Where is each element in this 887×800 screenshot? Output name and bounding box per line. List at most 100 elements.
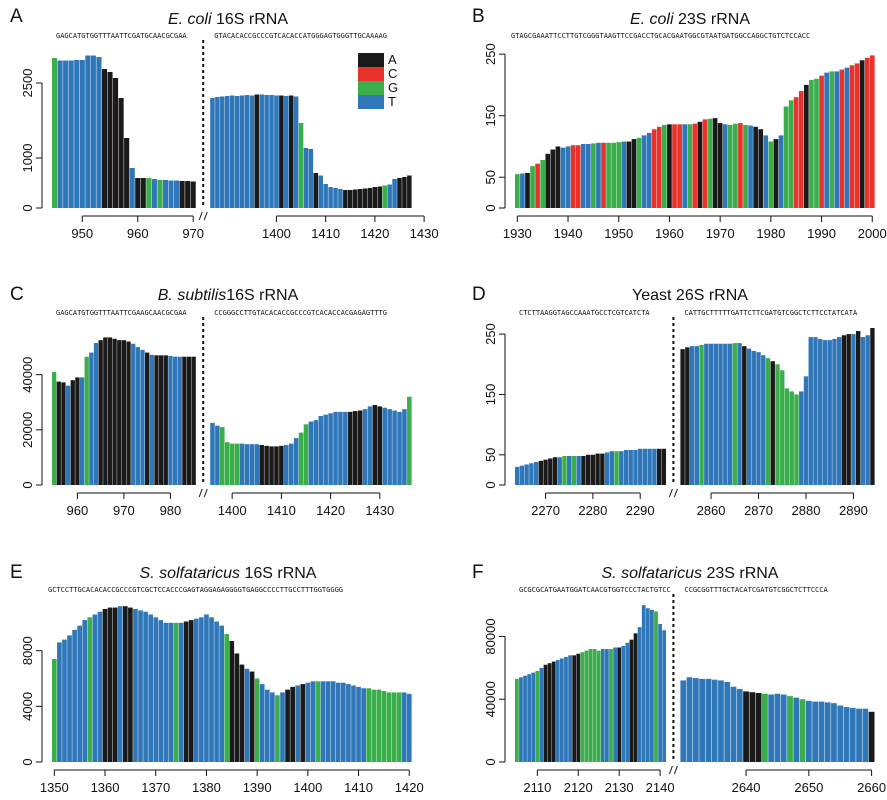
bar (829, 71, 835, 208)
bar (580, 652, 585, 762)
bar (284, 96, 289, 208)
x-tick-label: 1430 (365, 503, 394, 518)
bar (149, 354, 154, 485)
sequence-label: GTACACACCGCCCGTCACACCATGGGAGTGGGTTGCAAAA… (214, 32, 387, 40)
bar (193, 618, 199, 762)
y-tick-label: 4000 (20, 692, 35, 721)
bar-series: 1930 1940 1950 1960 1970 1980 1990 2000 (503, 55, 887, 241)
bar (318, 175, 324, 208)
bar (606, 142, 611, 208)
x-tick-label: 1410 (344, 780, 373, 795)
bar (736, 689, 743, 762)
x-tick-label: 2880 (792, 503, 821, 518)
bar (333, 188, 338, 208)
bar (662, 630, 667, 762)
sequence-label: GCTCCTTGCACACACCGCCCGTCGCTCCACCCGAGTAGGA… (48, 586, 343, 594)
bar (178, 622, 184, 762)
x-tick-label: 2870 (744, 503, 773, 518)
bar (697, 121, 703, 208)
bar (686, 677, 693, 762)
bar (381, 691, 387, 762)
bar (406, 693, 412, 762)
bar (254, 678, 260, 762)
bar (846, 334, 851, 485)
bar (768, 694, 775, 762)
bar (692, 123, 698, 208)
x-tick-label: 1970 (706, 226, 735, 241)
y-tick-label: 40000 (20, 357, 35, 393)
bar (82, 620, 88, 762)
axis-break-mark (673, 765, 678, 775)
bar (346, 684, 351, 762)
bar (625, 642, 630, 762)
bar (259, 684, 265, 762)
y-tick-label: 250 (483, 43, 498, 65)
bar (357, 410, 363, 485)
bar (770, 361, 775, 485)
bar (285, 689, 290, 762)
sequence-label: CATTGCTTTTTGATTCTTCGATGTCGGCTCTTCCTATCAT… (684, 309, 858, 317)
x-tick-label: 2140 (646, 780, 675, 795)
bar (313, 173, 319, 208)
bar (313, 420, 319, 485)
bar (210, 98, 215, 208)
bar (97, 611, 103, 762)
bar (407, 396, 412, 485)
legend-label: T (388, 94, 396, 109)
bar (220, 96, 225, 208)
bar (609, 451, 614, 485)
bar-series: 2270 2280 2290 (515, 448, 667, 518)
bar (738, 123, 743, 208)
bar (596, 142, 601, 208)
bar (654, 611, 658, 762)
axis-break-mark (198, 211, 203, 221)
bar (862, 708, 869, 762)
bar (519, 677, 523, 762)
y-tick-label: 0 (483, 204, 498, 211)
title-part: 16S rRNA (226, 287, 298, 304)
legend-swatch (358, 67, 384, 81)
bar (548, 458, 553, 485)
bar (773, 139, 779, 208)
bar (718, 680, 724, 762)
bar (351, 685, 356, 762)
bar (763, 135, 769, 208)
y-tick-label: 150 (483, 105, 498, 127)
bar (280, 692, 285, 762)
bar (396, 692, 402, 762)
panel-letter: B (472, 6, 485, 27)
bar (264, 689, 270, 762)
bar (860, 337, 866, 485)
bar (585, 144, 591, 208)
bar (214, 621, 219, 762)
bar (397, 178, 402, 208)
bar (742, 346, 747, 485)
panel-letter: D (472, 284, 486, 305)
bar (348, 190, 353, 208)
bar (515, 678, 519, 762)
bar (746, 348, 752, 485)
y-tick-label: 1000 (20, 144, 35, 173)
bar (774, 693, 781, 762)
x-tick-label: 1420 (395, 780, 424, 795)
bar (335, 682, 341, 762)
bar (576, 456, 581, 485)
bar (343, 411, 348, 485)
y-tick-label: 150 (483, 384, 498, 406)
bar (52, 371, 57, 485)
bar (249, 671, 255, 762)
bar (765, 358, 771, 485)
bar (633, 449, 638, 485)
bar (568, 655, 572, 762)
axis-break-mark (668, 765, 673, 775)
sequence-label: CTCTTAAGGTAGCCAAATGCCTCGTCATCTA (519, 309, 650, 317)
bar (831, 703, 837, 762)
bar (616, 142, 622, 208)
bar (636, 137, 642, 208)
bar (376, 689, 382, 762)
x-tick-label: 1980 (756, 226, 785, 241)
bar (613, 647, 617, 762)
bar (126, 341, 131, 485)
bar (92, 614, 98, 762)
x-tick-label: 1990 (807, 226, 836, 241)
